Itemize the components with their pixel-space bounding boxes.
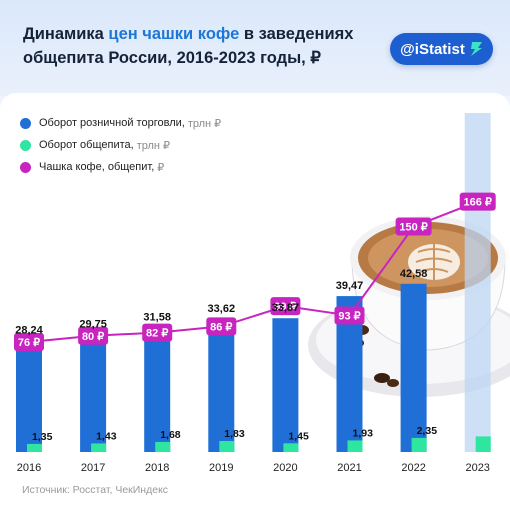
retail-value-label: 39,47 bbox=[336, 280, 364, 292]
coffee-price-label: 80 ₽ bbox=[82, 331, 104, 343]
coffee-price-marker bbox=[395, 217, 432, 236]
catering-bar bbox=[219, 441, 235, 452]
retail-bar bbox=[208, 319, 235, 452]
retail-value-label: 42,58 bbox=[400, 268, 428, 280]
brand-label: @iStatist bbox=[400, 40, 465, 58]
retail-bar bbox=[144, 327, 171, 452]
legend-item: Оборот общепита, трлн ₽ bbox=[20, 134, 221, 156]
legend-swatch bbox=[20, 139, 31, 151]
catering-value-label: 1,43 bbox=[96, 430, 117, 442]
catering-bar bbox=[91, 443, 107, 452]
title-part-1: Динамика bbox=[23, 25, 109, 43]
catering-bar bbox=[411, 437, 427, 452]
catering-bar bbox=[283, 443, 299, 452]
coffee-price-marker bbox=[459, 192, 496, 211]
retail-bar bbox=[272, 318, 299, 452]
coffee-price-label: 76 ₽ bbox=[18, 337, 40, 349]
legend-item: Чашка кофе, общепит, ₽ bbox=[20, 156, 221, 178]
retail-bar bbox=[400, 283, 427, 452]
x-tick-label: 2023 bbox=[465, 462, 489, 474]
catering-value-label: 2,35 bbox=[417, 425, 438, 437]
catering-bar bbox=[155, 441, 171, 452]
coffee-price-label: 150 ₽ bbox=[399, 222, 427, 234]
line-layer: 76 ₽ 80 ₽ 82 ₽ 86 ₽ 99 ₽ 93 ₽ 150 ₽ 166 ₽ bbox=[14, 192, 496, 351]
retail-bar bbox=[80, 334, 107, 452]
chart-title: Динамика цен чашки кофе в заведениях общ… bbox=[23, 22, 383, 70]
legend-swatch bbox=[20, 117, 31, 129]
x-tick-label: 2018 bbox=[145, 462, 169, 474]
x-tick-label: 2017 bbox=[81, 462, 105, 474]
catering-value-label: 1,45 bbox=[288, 430, 309, 442]
x-tick-label: 2020 bbox=[273, 462, 297, 474]
retail-value-label: 31,58 bbox=[143, 311, 171, 323]
bars-layer bbox=[16, 113, 491, 452]
legend-unit: трлн ₽ bbox=[136, 139, 171, 152]
legend-label: Оборот общепита, bbox=[39, 139, 134, 151]
retail-bar bbox=[16, 340, 42, 452]
coffee-price-marker bbox=[206, 317, 237, 336]
catering-value-label: 1,35 bbox=[32, 431, 53, 443]
coffee-price-marker bbox=[270, 297, 301, 316]
legend-swatch bbox=[20, 161, 31, 173]
retail-value-label: 29,75 bbox=[79, 318, 107, 330]
catering-bar bbox=[475, 436, 491, 452]
coffee-price-label: 86 ₽ bbox=[210, 321, 232, 333]
coffee-price-label: 82 ₽ bbox=[146, 328, 168, 340]
catering-bar bbox=[347, 440, 363, 452]
catering-value-label: 1,83 bbox=[224, 428, 245, 440]
legend: Оборот розничной торговли, трлн ₽ Оборот о… bbox=[20, 112, 221, 178]
catering-value-label: 1,93 bbox=[353, 427, 374, 439]
coffee-price-marker bbox=[14, 333, 44, 351]
title-highlight: цен чашки кофе bbox=[108, 25, 240, 43]
legend-label: Оборот розничной торговли, bbox=[39, 117, 185, 129]
title-part-2: в заведениях общепита России, 2016-2023 … bbox=[23, 25, 354, 67]
legend-item: Оборот розничной торговли, трлн ₽ bbox=[20, 112, 221, 134]
catering-bar bbox=[27, 443, 42, 452]
highlight-column bbox=[464, 113, 491, 452]
coffee-price-marker bbox=[78, 326, 109, 345]
coffee-price-marker bbox=[142, 323, 173, 342]
x-axis: 2016 2017 2018 2019 2020 2021 2022 2023 bbox=[17, 462, 490, 474]
brand-logo-icon bbox=[470, 42, 482, 56]
catering-value-label: 1,68 bbox=[160, 429, 181, 441]
legend-unit: трлн ₽ bbox=[187, 117, 222, 130]
retail-value-label: 33,62 bbox=[208, 303, 236, 315]
x-tick-label: 2019 bbox=[209, 462, 233, 474]
legend-label: Чашка кофе, общепит, bbox=[39, 161, 155, 173]
coffee-price-label: 166 ₽ bbox=[463, 197, 491, 209]
legend-unit: ₽ bbox=[157, 161, 165, 174]
retail-value-label: 33,87 bbox=[272, 302, 300, 314]
brand-badge: @iStatist bbox=[390, 33, 493, 65]
coffee-price-marker bbox=[334, 306, 365, 325]
retail-value-label: 28,24 bbox=[15, 324, 43, 336]
x-tick-label: 2022 bbox=[401, 462, 425, 474]
coffee-price-label: 93 ₽ bbox=[338, 310, 360, 322]
labels-layer: 28,24 1,35 29,75 1,43 31,58 1,68 33,62 1,83 33,8… bbox=[15, 268, 437, 443]
source-note: Источник: Росстат, ЧекИндекс bbox=[22, 484, 169, 496]
x-tick-label: 2016 bbox=[17, 462, 41, 474]
x-tick-label: 2021 bbox=[337, 462, 361, 474]
coffee-price-label: 99 ₽ bbox=[274, 301, 296, 313]
